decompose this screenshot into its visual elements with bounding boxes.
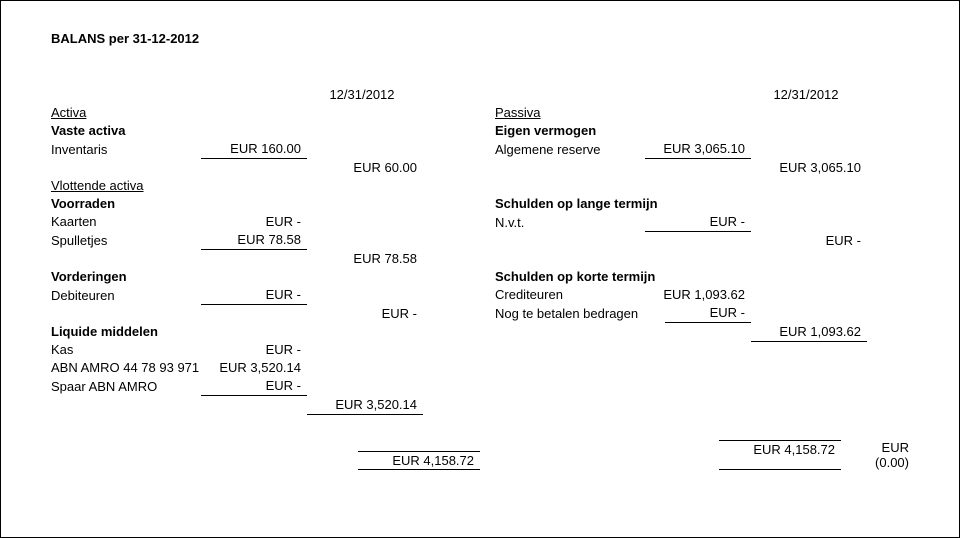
nvt-row: N.v.t. EUR - <box>495 213 909 232</box>
nog-row: Nog te betalen bedragen EUR - <box>495 304 909 323</box>
spaar-row: Spaar ABN AMRO EUR - <box>51 377 465 396</box>
vlottende-label: Vlottende activa <box>51 177 201 195</box>
inventaris-amount: EUR 160.00 <box>201 140 307 159</box>
liquide-label: Liquide middelen <box>51 323 201 341</box>
lange-row: Schulden op lange termijn <box>495 195 909 213</box>
diff-col: EUR (0.00) <box>841 440 909 470</box>
passiva-date: 12/31/2012 <box>751 86 867 104</box>
vaste-activa-label: Vaste activa <box>51 122 201 140</box>
activa-heading: Activa <box>51 104 201 122</box>
lange-label: Schulden op lange termijn <box>495 195 695 213</box>
eigen-subtotal: EUR 3,065.10 <box>751 159 867 177</box>
korte-subtotal: EUR 1,093.62 <box>751 323 867 342</box>
passiva-heading-row: Passiva <box>495 104 909 122</box>
reserve-row: Algemene reserve EUR 3,065.10 <box>495 140 909 159</box>
kas-row: Kas EUR - <box>51 341 465 359</box>
spaar-label: Spaar ABN AMRO <box>51 378 201 396</box>
spaar-amount: EUR - <box>201 377 307 396</box>
nvt-label: N.v.t. <box>495 214 645 232</box>
liquide-row: Liquide middelen <box>51 323 465 341</box>
balance-sheet: 12/31/2012 Activa Vaste activa Inventari… <box>51 86 909 415</box>
eigen-subtotal-row: EUR 3,065.10 <box>495 159 909 177</box>
lange-subtotal-row: EUR - <box>495 232 909 250</box>
nog-label: Nog te betalen bedragen <box>495 305 665 323</box>
nog-amount: EUR - <box>665 304 751 323</box>
voorraden-subtotal-row: EUR 78.58 <box>51 250 465 268</box>
lange-subtotal: EUR - <box>751 232 867 250</box>
crediteuren-label: Crediteuren <box>495 286 645 304</box>
passiva-date-row: 12/31/2012 <box>495 86 909 104</box>
balance-sheet-page: BALANS per 31-12-2012 12/31/2012 Activa … <box>0 0 960 538</box>
vaste-activa-row: Vaste activa <box>51 122 465 140</box>
diff-currency: EUR <box>849 440 909 455</box>
korte-subtotal-row: EUR 1,093.62 <box>495 323 909 342</box>
abn-row: ABN AMRO 44 78 93 971 EUR 3,520.14 <box>51 359 465 377</box>
debiteuren-row: Debiteuren EUR - <box>51 286 465 305</box>
debiteuren-amount: EUR - <box>201 286 307 305</box>
reserve-amount: EUR 3,065.10 <box>645 140 751 159</box>
inventaris-label: Inventaris <box>51 141 201 159</box>
diff-value: (0.00) <box>849 455 909 470</box>
vaste-subtotal-row: EUR 60.00 <box>51 159 465 177</box>
voorraden-row: Voorraden <box>51 195 465 213</box>
activa-heading-row: Activa <box>51 104 465 122</box>
spulletjes-label: Spulletjes <box>51 232 201 250</box>
passiva-total-wrap: EUR 4,158.72 EUR (0.00) <box>480 440 909 470</box>
spulletjes-row: Spulletjes EUR 78.58 <box>51 231 465 250</box>
abn-label: ABN AMRO 44 78 93 971 <box>51 359 201 377</box>
reserve-label: Algemene reserve <box>495 141 645 159</box>
eigen-row: Eigen vermogen <box>495 122 909 140</box>
voorraden-label: Voorraden <box>51 195 201 213</box>
kaarten-row: Kaarten EUR - <box>51 213 465 231</box>
activa-total-wrap: EUR 4,158.72 <box>51 451 480 470</box>
passiva-column: 12/31/2012 Passiva Eigen vermogen Algeme… <box>485 86 909 415</box>
passiva-heading: Passiva <box>495 104 645 122</box>
eigen-label: Eigen vermogen <box>495 122 645 140</box>
activa-column: 12/31/2012 Activa Vaste activa Inventari… <box>51 86 485 415</box>
activa-date: 12/31/2012 <box>307 86 423 104</box>
nvt-amount: EUR - <box>645 213 751 232</box>
crediteuren-amount: EUR 1,093.62 <box>645 286 751 304</box>
korte-label: Schulden op korte termijn <box>495 268 695 286</box>
liquide-subtotal-row: EUR 3,520.14 <box>51 396 465 415</box>
activa-total: EUR 4,158.72 <box>358 451 480 470</box>
korte-row: Schulden op korte termijn <box>495 268 909 286</box>
vorderingen-label: Vorderingen <box>51 268 201 286</box>
totals-row: EUR 4,158.72 EUR 4,158.72 EUR (0.00) <box>51 440 909 470</box>
crediteuren-row: Crediteuren EUR 1,093.62 <box>495 286 909 304</box>
debiteuren-label: Debiteuren <box>51 287 201 305</box>
liquide-subtotal: EUR 3,520.14 <box>307 396 423 415</box>
vaste-subtotal: EUR 60.00 <box>307 159 423 177</box>
kaarten-label: Kaarten <box>51 213 201 231</box>
abn-amount: EUR 3,520.14 <box>201 359 307 377</box>
spulletjes-amount: EUR 78.58 <box>201 231 307 250</box>
kaarten-amount: EUR - <box>201 213 307 231</box>
passiva-total: EUR 4,158.72 <box>719 440 841 470</box>
kas-label: Kas <box>51 341 201 359</box>
activa-date-row: 12/31/2012 <box>51 86 465 104</box>
vorderingen-subtotal-row: EUR - <box>51 305 465 323</box>
page-title: BALANS per 31-12-2012 <box>51 31 909 46</box>
vlottende-row: Vlottende activa <box>51 177 465 195</box>
voorraden-subtotal: EUR 78.58 <box>307 250 423 268</box>
inventaris-row: Inventaris EUR 160.00 <box>51 140 465 159</box>
vorderingen-subtotal: EUR - <box>307 305 423 323</box>
vorderingen-row: Vorderingen <box>51 268 465 286</box>
kas-amount: EUR - <box>201 341 307 359</box>
